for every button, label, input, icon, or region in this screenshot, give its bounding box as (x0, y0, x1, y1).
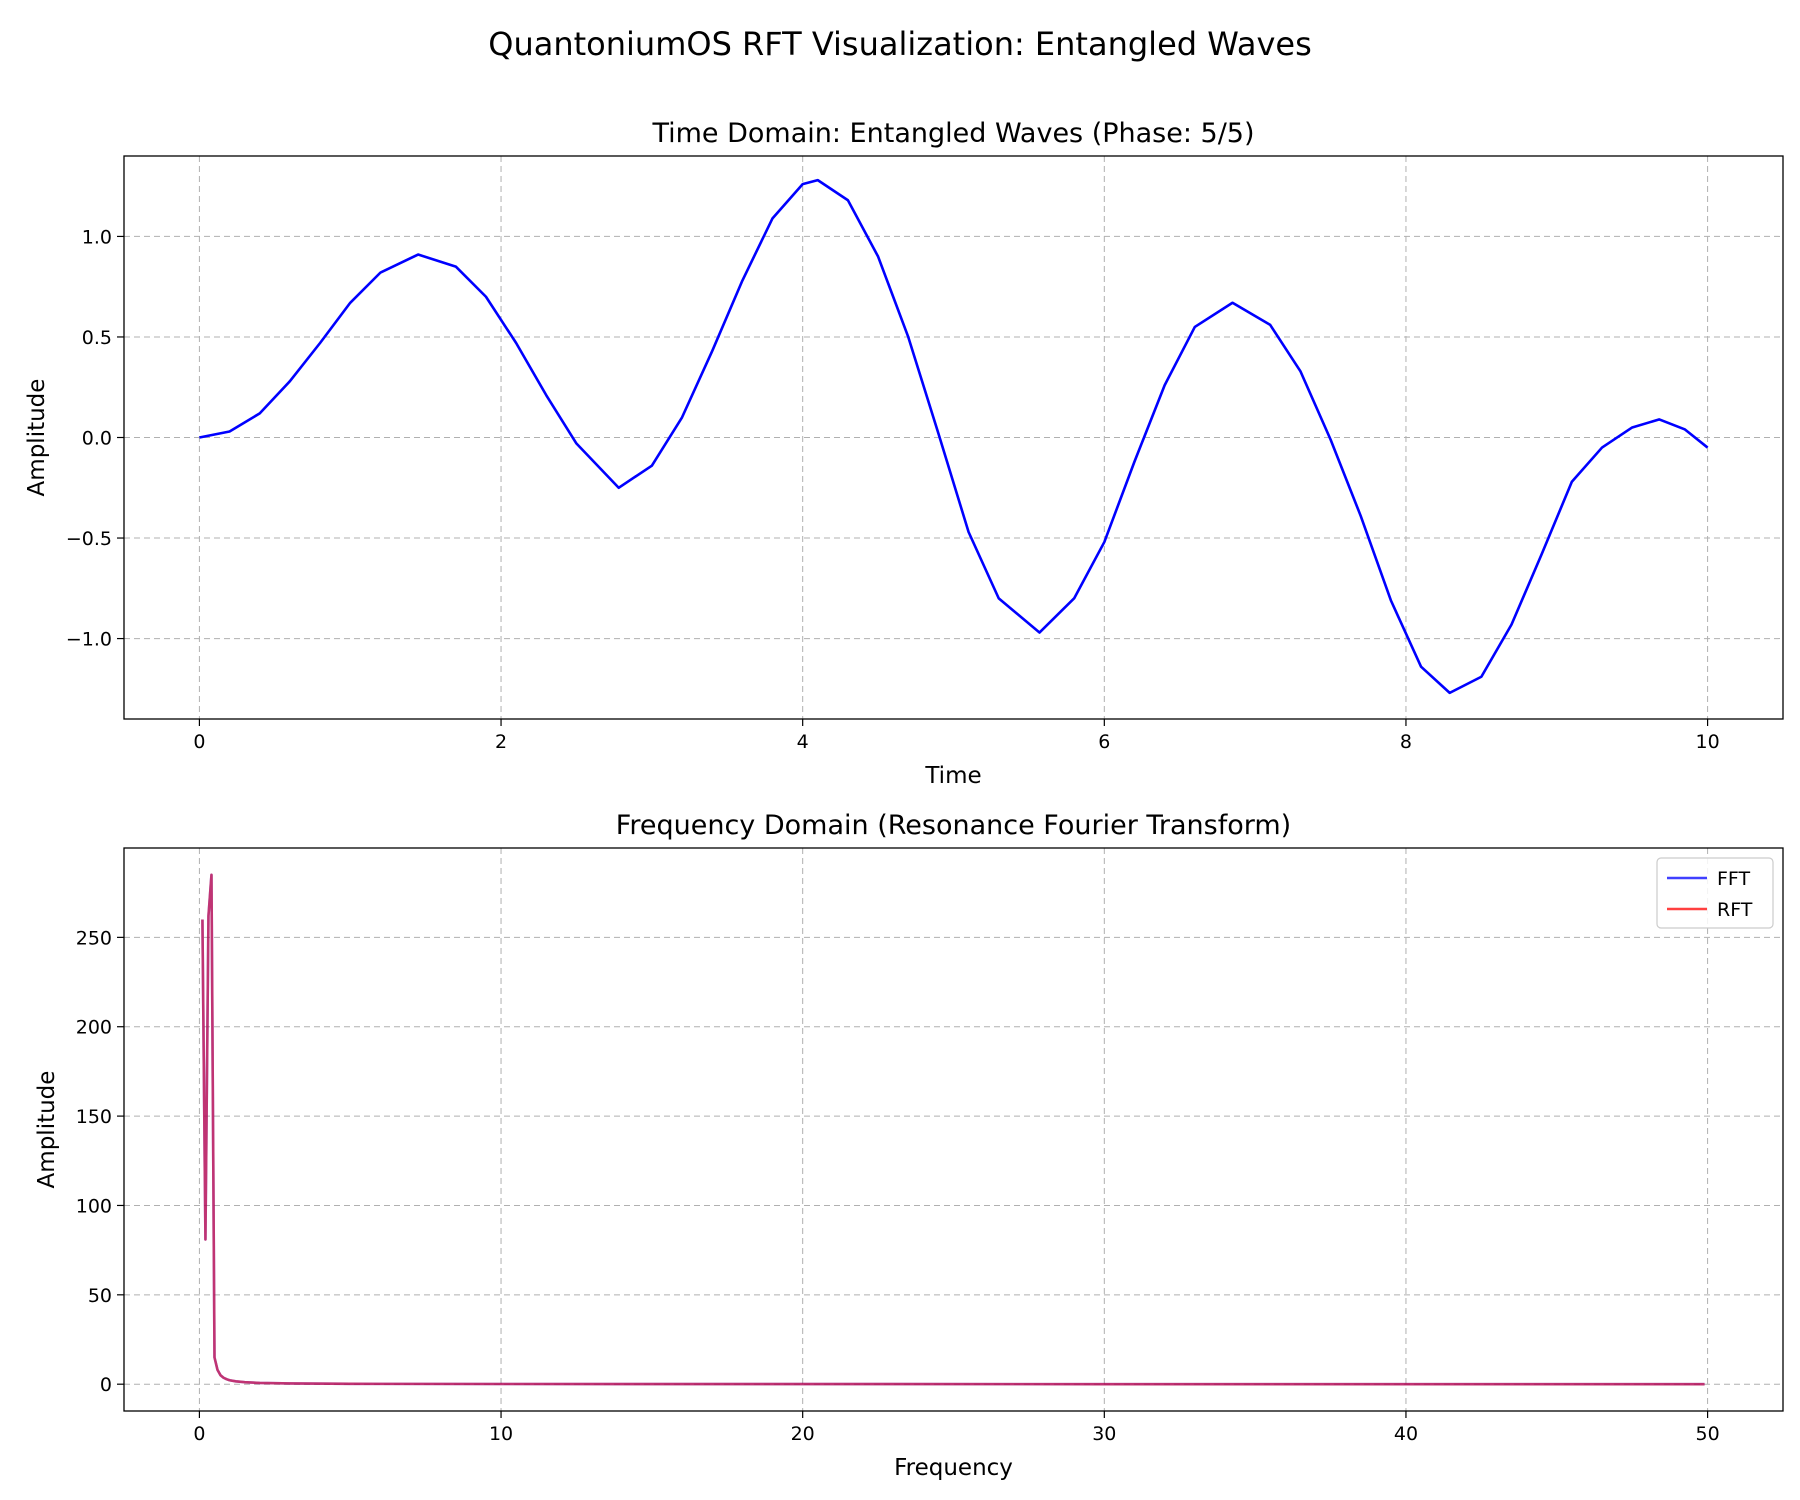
frequency-domain-ytick-label-2: 100 (76, 1195, 112, 1217)
frequency-domain-axes-frame (123, 847, 1784, 1412)
time-domain-panel: 0 2 4 6 8 10 −1.0 −0.5 0.0 0.5 1.0 Time Domain: Ent… (24, 118, 1784, 789)
time-domain-ylabel: Amplitude (24, 379, 50, 497)
frequency-domain-legend-box (1656, 857, 1774, 929)
frequency-domain-xtick-label-4: 40 (1394, 1423, 1418, 1445)
frequency-domain-ylabel: Amplitude (34, 1071, 60, 1189)
time-domain-xtick-label-5: 10 (1695, 731, 1719, 753)
frequency-domain-legend-label-fft: FFT (1717, 868, 1751, 890)
time-domain-ytick-label-1: −0.5 (66, 528, 112, 550)
frequency-domain-ytick-label-0: 0 (100, 1374, 112, 1396)
time-domain-series-0-line (199, 178, 1709, 695)
time-domain-xtick-label-0: 0 (193, 731, 205, 753)
time-domain-xtick-label-2: 4 (797, 731, 809, 753)
frequency-domain-xtick-label-2: 20 (791, 1423, 815, 1445)
frequency-domain-legend-label-rft: RFT (1717, 899, 1753, 921)
time-domain-title: Time Domain: Entangled Waves (Phase: 5/5… (651, 118, 1254, 149)
frequency-domain-series-rft-line (201, 873, 1705, 1386)
frequency-domain-title: Frequency Domain (Resonance Fourier Tran… (616, 810, 1291, 841)
frequency-domain-xtick-label-3: 30 (1092, 1423, 1116, 1445)
time-domain-xtick-label-1: 2 (495, 731, 507, 753)
time-domain-xtick-label-4: 8 (1400, 731, 1412, 753)
frequency-domain-ytick-label-1: 50 (88, 1285, 112, 1307)
figure-suptitle: QuantoniumOS RFT Visualization: Entangle… (488, 25, 1311, 63)
time-domain-ytick-label-0: −1.0 (66, 629, 112, 651)
frequency-domain-xtick-label-0: 0 (193, 1423, 205, 1445)
frequency-domain-ytick-label-5: 250 (76, 927, 112, 949)
frequency-domain-xtick-label-1: 10 (489, 1423, 513, 1445)
frequency-domain-xlabel: Frequency (894, 1455, 1013, 1481)
frequency-domain-ytick-label-3: 150 (76, 1106, 112, 1128)
frequency-domain-ytick-label-4: 200 (76, 1017, 112, 1039)
time-domain-ytick-label-4: 1.0 (82, 226, 112, 248)
frequency-domain-xtick-label-5: 50 (1695, 1423, 1719, 1445)
frequency-domain-panel: 0 10 20 30 40 50 0 50 100 150 200 250 Frequency Doma… (34, 810, 1784, 1481)
time-domain-xlabel: Time (924, 763, 981, 789)
time-domain-xtick-label-3: 6 (1098, 731, 1110, 753)
time-domain-ytick-label-2: 0.0 (82, 428, 112, 450)
time-domain-ytick-label-3: 0.5 (82, 327, 112, 349)
